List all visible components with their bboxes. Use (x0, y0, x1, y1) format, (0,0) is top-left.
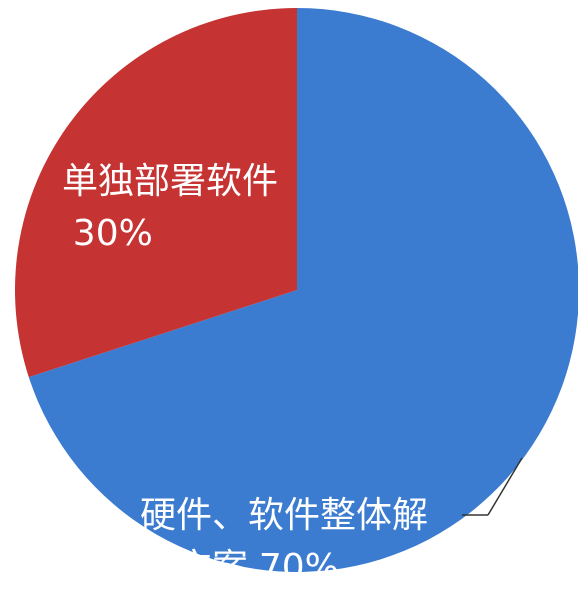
slice-label: 硬件、软件整体解决方案 70% (140, 490, 450, 594)
page: (() => { const data = JSON.parse(documen… (14, 8, 578, 572)
category-label: 硬件、软件整体解决方案 (140, 495, 429, 588)
value-label: 30% (72, 213, 153, 254)
pie-slice (14, 8, 298, 378)
pie-slice (28, 8, 578, 572)
chart (14, 8, 578, 572)
category-label: 单独部署软件 (62, 161, 279, 202)
value-label: 70% (258, 547, 339, 588)
slice-label: 单独部署软件 30% (62, 156, 282, 260)
leader-line (487, 457, 523, 516)
